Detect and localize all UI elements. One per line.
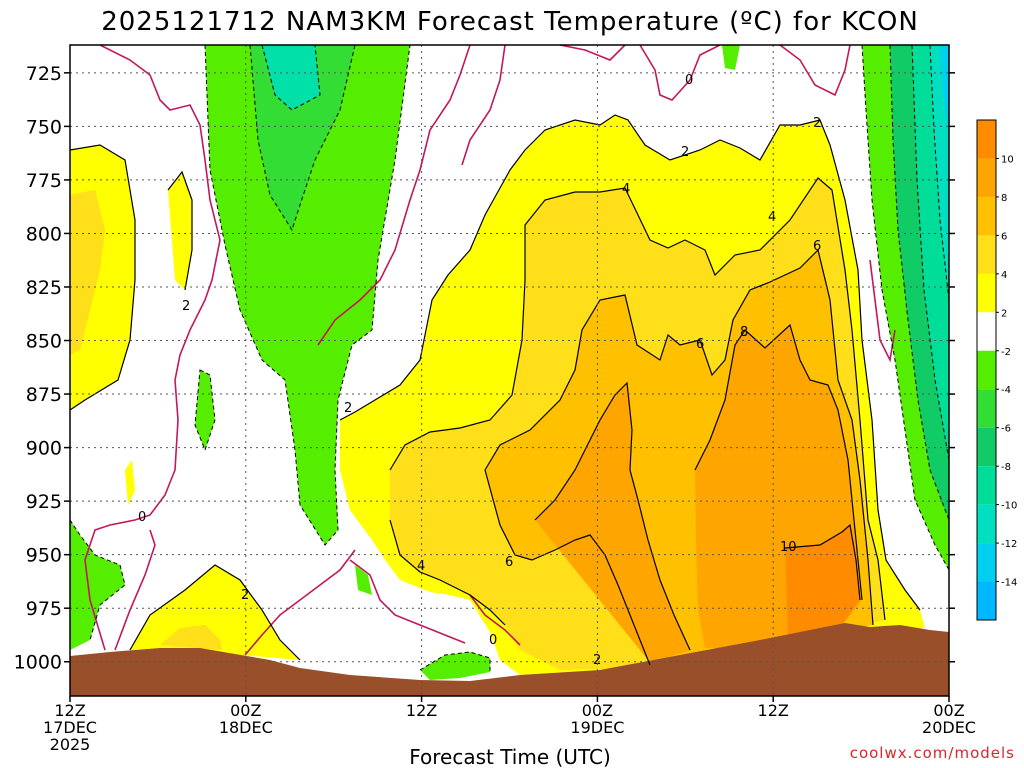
region-warm-main-orange8 bbox=[535, 383, 690, 660]
filled-regions bbox=[70, 45, 949, 680]
colorbar-swatch bbox=[977, 427, 996, 467]
colorbar-label: -8 bbox=[1001, 462, 1011, 473]
plot-frame bbox=[69, 44, 950, 697]
colorbar-label: -6 bbox=[1001, 424, 1011, 435]
x-tick-label: 12Z bbox=[406, 701, 437, 720]
colorbar-swatch bbox=[977, 235, 996, 274]
x-tick-label: 00Z bbox=[582, 701, 613, 720]
colorbar-label: 4 bbox=[1001, 270, 1007, 281]
colorbar-swatch bbox=[977, 504, 996, 544]
colorbar-swatch bbox=[977, 389, 996, 428]
y-tick-label: 825 bbox=[26, 277, 62, 299]
contour-label: 2 bbox=[593, 653, 601, 668]
colorbar-label: -10 bbox=[1001, 501, 1017, 512]
contour-label: 6 bbox=[505, 555, 513, 570]
contour-label: 2 bbox=[182, 299, 190, 314]
y-tick-label: 875 bbox=[26, 384, 62, 406]
colorbar-label: -12 bbox=[1001, 539, 1017, 550]
region-green-blob-e bbox=[722, 45, 740, 70]
y-tick-label: 925 bbox=[26, 491, 62, 513]
region-cold-right-cyan bbox=[930, 45, 949, 300]
contour-label: 2 bbox=[344, 401, 352, 416]
region-cold-left-green bbox=[205, 45, 410, 545]
warm-contours bbox=[69, 114, 921, 666]
colorbar-swatch bbox=[977, 581, 996, 620]
x-tick-label: 17DEC bbox=[43, 718, 97, 737]
x-axis-label: Forecast Time (UTC) bbox=[409, 745, 611, 768]
y-tick-label: 900 bbox=[26, 438, 62, 460]
region-cold-right-blue bbox=[940, 45, 949, 140]
colorbar: 10 8 6 4 2 -2 -4 -6 -8 -10 -12 -14 bbox=[976, 119, 1017, 621]
contour-label: 0 bbox=[489, 633, 497, 648]
colorbar-label: 6 bbox=[1001, 231, 1007, 242]
colorbar-label: 8 bbox=[1001, 193, 1007, 204]
contour-label: 10 bbox=[780, 540, 797, 555]
colorbar-swatch bbox=[977, 543, 996, 582]
region-warm-left-gold bbox=[70, 190, 105, 355]
region-green-blob-d bbox=[420, 652, 490, 680]
chart-title: 2025121712 NAM3KM Forecast Temperature (… bbox=[101, 7, 919, 37]
contour-label: 8 bbox=[740, 325, 748, 340]
colorbar-swatch bbox=[977, 312, 996, 351]
colorbar-label: -4 bbox=[1001, 385, 1011, 396]
y-tick-label: 800 bbox=[26, 223, 62, 245]
region-green-blob-b bbox=[70, 520, 125, 650]
y-tick-label: 950 bbox=[26, 545, 62, 567]
contour-label: 6 bbox=[696, 337, 704, 352]
region-yellow-blob bbox=[168, 172, 192, 290]
x-tick-label: 18DEC bbox=[219, 718, 273, 737]
contour-label: 4 bbox=[622, 182, 630, 197]
x-tick-label: 20DEC bbox=[922, 718, 976, 737]
contour-label: 0 bbox=[138, 510, 146, 525]
region-green-blob-c bbox=[355, 565, 372, 595]
contour-labels: 0 0 0 2 2 2 2 2 2 4 4 4 6 6 6 8 10 bbox=[138, 73, 821, 668]
y-tick-label: 975 bbox=[26, 598, 62, 620]
region-yellow-blob-small bbox=[125, 460, 135, 505]
colorbar-swatch bbox=[977, 120, 996, 159]
colorbar-swatch bbox=[977, 466, 996, 505]
y-tick-label: 750 bbox=[26, 116, 62, 138]
colorbar-label: -2 bbox=[1001, 347, 1011, 358]
x-tick-label: 12Z bbox=[54, 701, 85, 720]
x-tick-label: 19DEC bbox=[570, 718, 624, 737]
colorbar-label: 10 bbox=[1001, 154, 1014, 165]
contour-label: 4 bbox=[768, 210, 776, 225]
credit-text: coolwx.com/models bbox=[850, 744, 1015, 762]
colorbar-frame bbox=[976, 119, 997, 621]
y-tick-label: 850 bbox=[26, 331, 62, 353]
terrain bbox=[70, 623, 949, 696]
y-tick-label: 1000 bbox=[14, 652, 62, 674]
contour-label: 2 bbox=[813, 116, 821, 131]
colorbar-swatch bbox=[977, 350, 996, 390]
y-tick-label: 775 bbox=[26, 170, 62, 192]
colorbar-label: -14 bbox=[1001, 578, 1017, 589]
x-tick-label: 00Z bbox=[933, 701, 964, 720]
colorbar-swatch bbox=[977, 273, 996, 313]
y-tick-label: 725 bbox=[26, 63, 62, 85]
contour-label: 2 bbox=[681, 145, 689, 160]
colorbar-label: 2 bbox=[1001, 308, 1007, 319]
x-tick-label: 2025 bbox=[50, 735, 91, 754]
region-warm-main-orange10 bbox=[785, 525, 860, 638]
contour-label: 4 bbox=[417, 559, 425, 574]
contour-label: 0 bbox=[685, 73, 693, 88]
freezing-contours bbox=[84, 44, 896, 656]
region-green-blob-a bbox=[195, 370, 215, 450]
colorbar-swatch bbox=[977, 196, 996, 236]
cold-contours bbox=[69, 44, 950, 672]
x-tick-label: 12Z bbox=[758, 701, 789, 720]
contour-label: 6 bbox=[813, 239, 821, 254]
x-tick-label: 00Z bbox=[230, 701, 261, 720]
region-warm-lowleft-gold bbox=[160, 625, 222, 650]
region-cold-left-teal bbox=[262, 45, 320, 110]
colorbar-swatch bbox=[977, 158, 996, 197]
contour-label: 2 bbox=[241, 588, 249, 603]
